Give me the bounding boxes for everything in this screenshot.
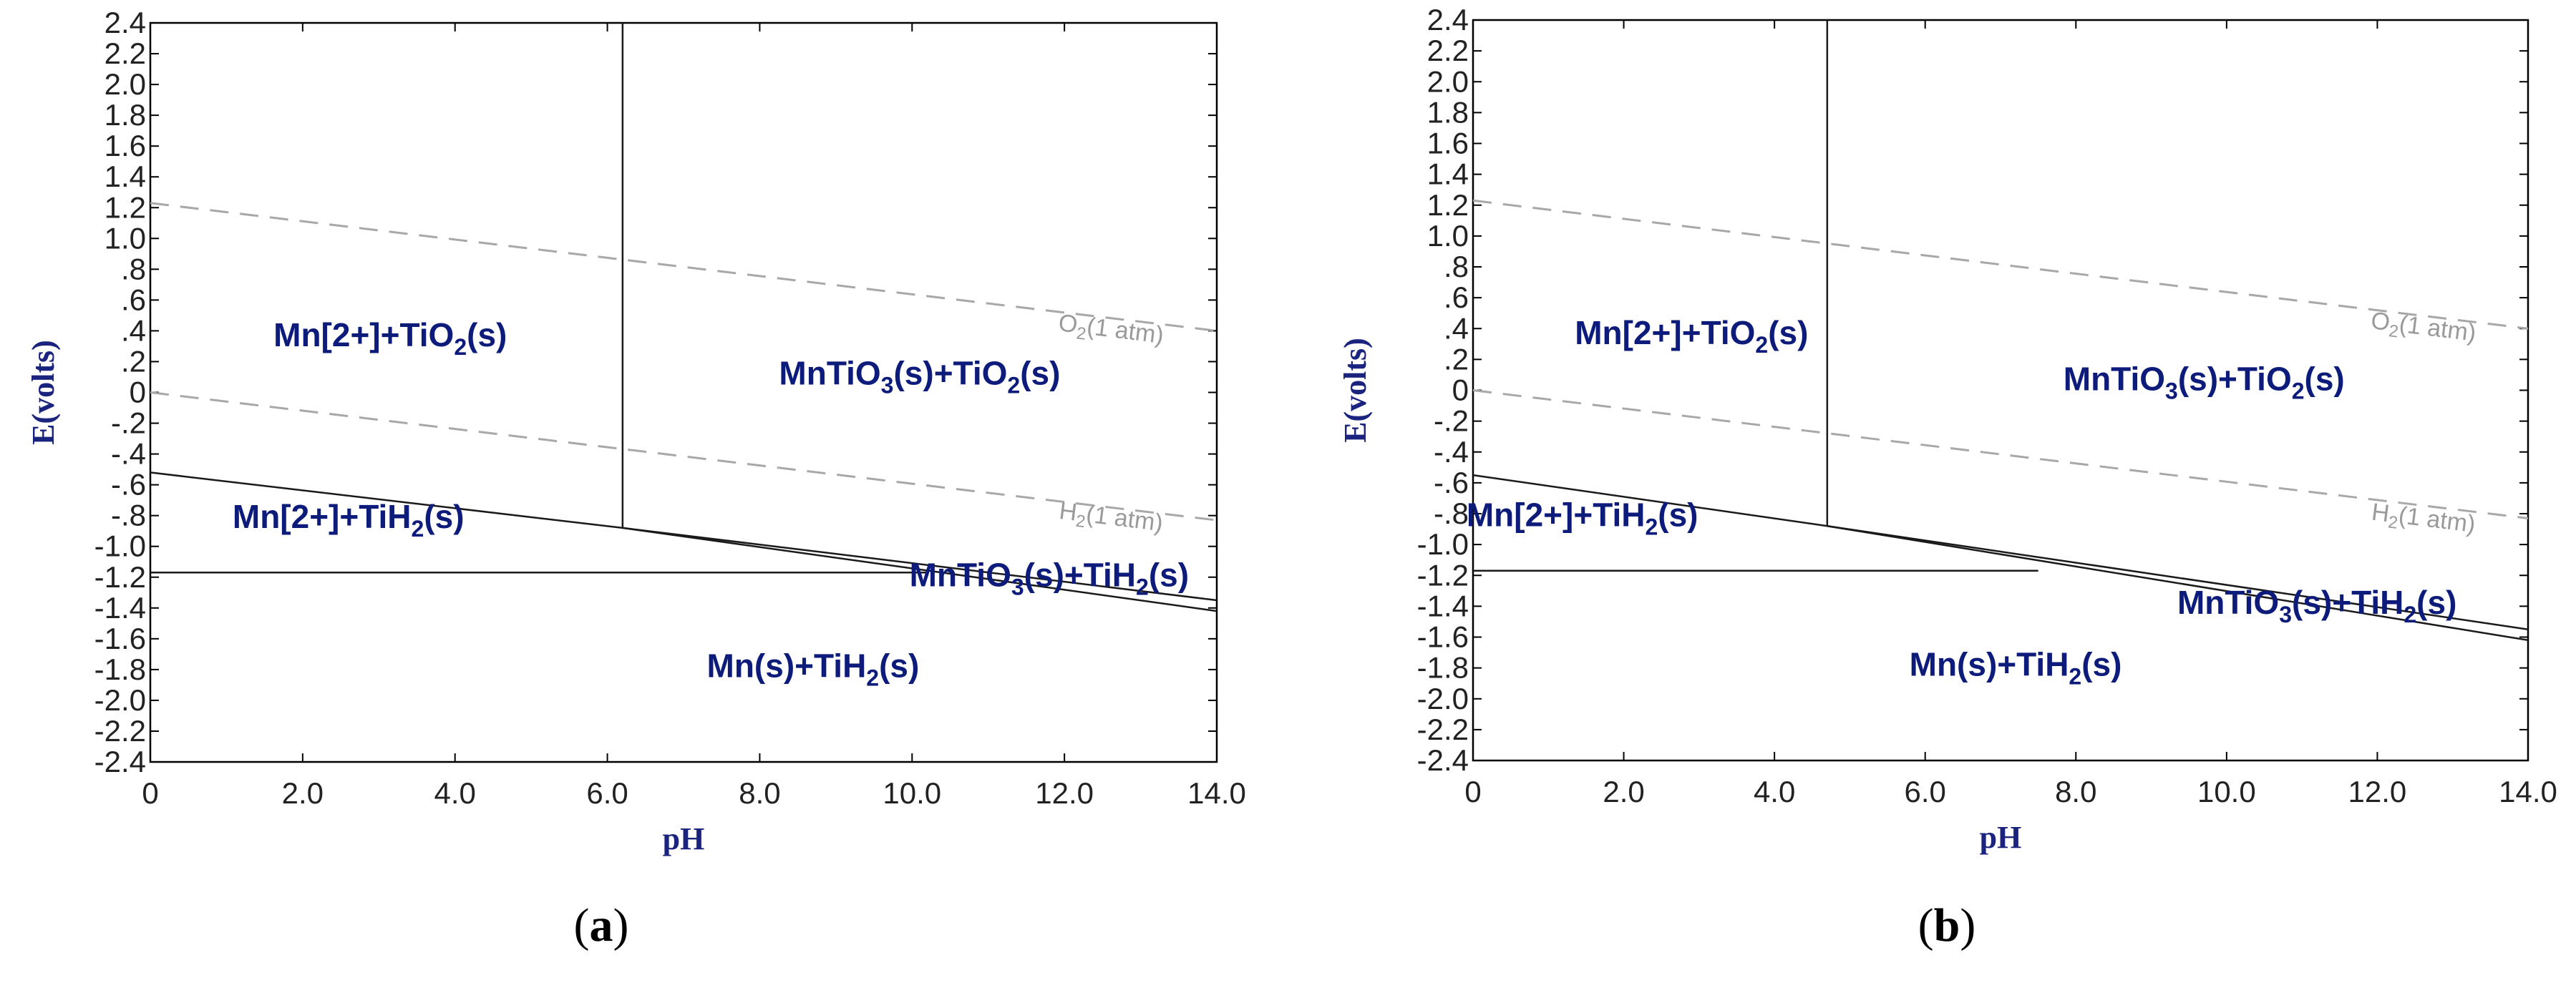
x-tick-label: 6.0 [1905, 775, 1946, 808]
y-tick-label: -1.0 [1417, 527, 1469, 561]
y-tick-label: .2 [121, 344, 146, 378]
y-tick-label: -2.2 [94, 714, 146, 748]
x-tick-label: 0 [142, 776, 158, 810]
y-tick-label: .6 [121, 283, 146, 316]
y-tick-label: .4 [121, 313, 146, 347]
panel-label: (b) [1918, 899, 1976, 952]
region-label: MnTiO3(s)+TiH2(s) [2177, 584, 2456, 627]
y-tick-label: -.4 [111, 437, 146, 471]
y-tick-label: 1.8 [105, 98, 146, 132]
y-tick-label: -1.0 [94, 529, 146, 563]
y-tick-label: 2.0 [1427, 64, 1469, 98]
water-line-label: O2(1 atm) [1056, 309, 1165, 353]
y-tick-label: 0 [130, 376, 146, 409]
y-tick-label: .4 [1444, 311, 1469, 345]
y-tick-label: -2.4 [1417, 743, 1469, 777]
y-tick-label: -2.4 [94, 745, 146, 778]
x-tick-label: 14.0 [2499, 775, 2557, 808]
x-tick-label: 8.0 [739, 776, 780, 810]
x-tick-label: 10.0 [883, 776, 941, 810]
y-tick-label: -1.4 [1417, 589, 1469, 622]
boundary-tio2-tih2 [1473, 474, 1828, 527]
y-tick-label: -1.6 [1417, 620, 1469, 654]
region-label: Mn[2+]+TiH2(s) [1467, 496, 1698, 539]
y-tick-label: -1.8 [1417, 651, 1469, 685]
y-tick-label: 1.2 [105, 190, 146, 224]
x-tick-label: 4.0 [434, 776, 476, 810]
panel-label: (a) [574, 899, 629, 952]
y-tick-label: 1.6 [1427, 127, 1469, 160]
boundary-mntio3-upper [1827, 525, 2528, 630]
plot-frame [149, 21, 1218, 763]
boundary-mntio3-lower [1827, 525, 2528, 642]
y-tick-label: 2.2 [105, 36, 146, 70]
y-axis-title: E(volts) [1338, 338, 1373, 443]
y-tick-label: -2.0 [1417, 682, 1469, 715]
region-label: Mn[2+]+TiH2(s) [233, 498, 465, 542]
y-tick-label: 2.4 [1427, 3, 1469, 36]
y-tick-label: -1.6 [94, 622, 146, 655]
x-tick-label: 10.0 [2197, 775, 2256, 808]
x-tick-label: 2.0 [282, 776, 324, 810]
y-tick-label: -1.4 [94, 591, 146, 625]
boundary-mntio3-lower [622, 527, 1217, 612]
panel-a: 2.42.22.01.81.61.41.21.0.8.6.4.20-.2-.4-… [26, 6, 1246, 952]
boundary-mntio3-upper [622, 527, 1217, 602]
region-label: Mn(s)+TiH2(s) [707, 647, 920, 691]
y-tick-label: .8 [121, 252, 146, 285]
region-label: MnTiO3(s)+TiO2(s) [2064, 361, 2345, 404]
y-tick-label: 1.4 [105, 160, 146, 193]
y-tick-label: 1.6 [105, 129, 146, 162]
water-line-o2 [150, 202, 1217, 332]
x-tick-label: 4.0 [1754, 775, 1795, 808]
y-tick-label: -.2 [1434, 404, 1469, 438]
boundary-tio2-tih2 [150, 471, 623, 529]
y-tick-label: -.6 [1434, 466, 1469, 499]
y-tick-label: 1.8 [1427, 95, 1469, 129]
y-tick-label: -1.8 [94, 652, 146, 686]
y-tick-label: 1.0 [105, 221, 146, 255]
y-tick-label: 1.4 [1427, 157, 1469, 191]
y-tick-label: -.8 [111, 499, 146, 532]
region-label: Mn[2+]+TiO2(s) [1575, 314, 1808, 358]
x-tick-label: 6.0 [586, 776, 628, 810]
y-tick-label: -.2 [111, 406, 146, 440]
y-tick-label: 2.2 [1427, 34, 1469, 67]
y-tick-label: -1.2 [94, 560, 146, 594]
region-label: MnTiO3(s)+TiH2(s) [910, 557, 1189, 600]
y-tick-label: 2.0 [105, 67, 146, 101]
water-line-label: H2(1 atm) [1057, 497, 1165, 541]
x-axis-title: pH [1980, 820, 2022, 855]
x-tick-label: 2.0 [1603, 775, 1644, 808]
region-label: Mn(s)+TiH2(s) [1910, 645, 2122, 689]
y-tick-label: -.8 [1434, 497, 1469, 530]
water-line-h2 [1473, 389, 2528, 519]
y-tick-label: 1.0 [1427, 219, 1469, 253]
x-tick-label: 0 [1464, 775, 1481, 808]
region-label: MnTiO3(s)+TiO2(s) [779, 355, 1060, 398]
x-tick-label: 12.0 [1035, 776, 1094, 810]
y-tick-label: -.6 [111, 468, 146, 502]
y-tick-label: -2.0 [94, 683, 146, 717]
water-line-label: H2(1 atm) [2370, 499, 2477, 542]
water-line-label: O2(1 atm) [2369, 307, 2478, 351]
x-tick-label: 12.0 [2348, 775, 2407, 808]
x-tick-label: 8.0 [2055, 775, 2096, 808]
panel-b: 2.42.22.01.81.61.41.21.0.8.6.4.20-.2-.4-… [1338, 3, 2557, 952]
y-tick-label: -.4 [1434, 435, 1469, 469]
y-tick-label: .8 [1444, 250, 1469, 283]
y-axis-title: E(volts) [26, 340, 61, 445]
y-tick-label: 1.2 [1427, 188, 1469, 222]
water-line-o2 [1473, 199, 2528, 330]
y-tick-label: -1.2 [1417, 558, 1469, 592]
y-tick-label: -2.2 [1417, 713, 1469, 746]
region-label: Mn[2+]+TiO2(s) [273, 316, 507, 360]
y-tick-label: .2 [1444, 342, 1469, 376]
y-tick-label: 0 [1452, 373, 1469, 407]
x-axis-title: pH [663, 821, 705, 856]
x-tick-label: 14.0 [1187, 776, 1246, 810]
y-tick-label: 2.4 [105, 6, 146, 39]
y-tick-label: .6 [1444, 280, 1469, 314]
